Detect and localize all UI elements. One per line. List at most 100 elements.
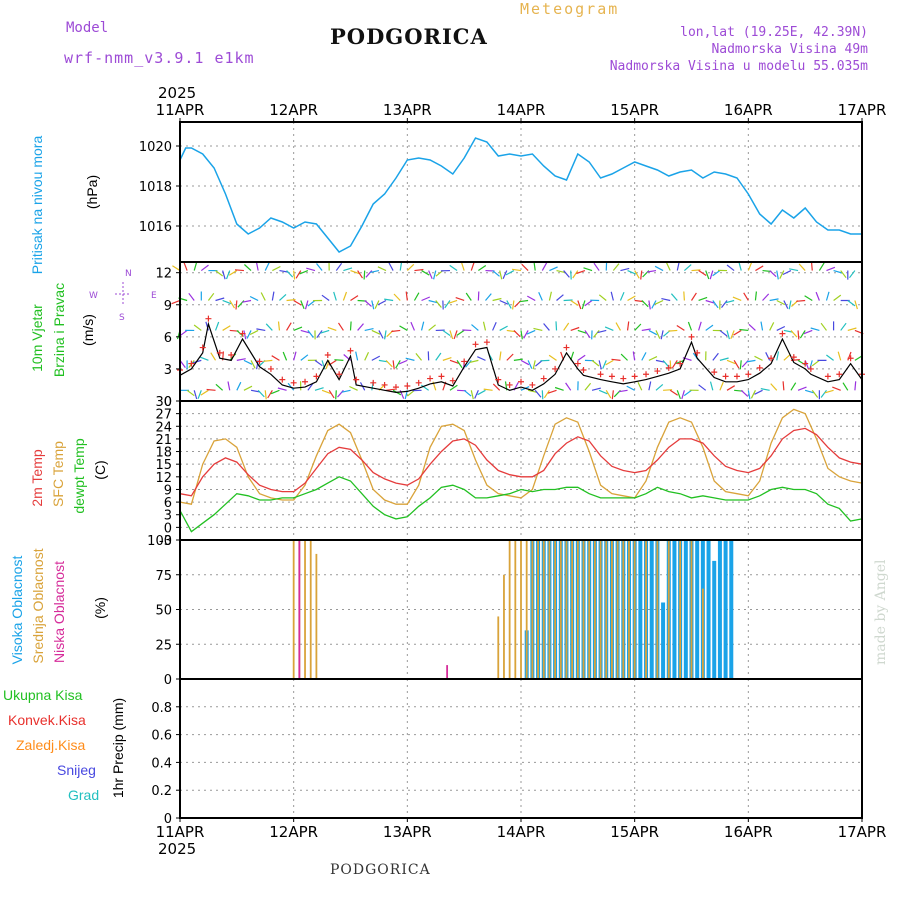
wind-barb [597, 329, 607, 334]
wind-barb [334, 359, 344, 361]
wind-barb [669, 389, 679, 396]
wind-barb [584, 330, 591, 339]
wind-barb [805, 389, 814, 394]
wind-barb [570, 299, 579, 306]
wind-barb [410, 321, 415, 331]
wind-barb [776, 299, 786, 306]
wind-barb [469, 359, 479, 363]
wind-barb [428, 270, 433, 280]
altitude-label: Nadmorska Visina 49m [711, 42, 868, 57]
wind-gust-marker [802, 360, 809, 367]
wind-barb [286, 322, 292, 331]
wind-barb [465, 292, 472, 301]
wind-barb [449, 264, 458, 272]
wind-barb [648, 381, 652, 391]
wind-barb [543, 323, 550, 331]
wind-barb [357, 270, 364, 279]
wind-barb [513, 330, 521, 338]
wind-gust-marker [381, 381, 388, 388]
x-tick-label-bottom: 14APR [497, 823, 546, 841]
wind-barb [499, 270, 503, 280]
y-tick-label: 1016 [139, 220, 172, 235]
wind-barb [776, 351, 780, 361]
wind-barb [235, 300, 238, 310]
wind-barb [770, 383, 778, 391]
wind-barb [776, 270, 779, 280]
wind-barb [576, 269, 586, 275]
wind-barb [572, 270, 579, 279]
wind-barb [739, 360, 742, 370]
y-tick-label: -3 [159, 534, 172, 549]
wind-barb [712, 300, 719, 309]
wind-barb [760, 321, 764, 331]
wind-barb [453, 330, 458, 340]
wind-barb [618, 389, 628, 393]
wind-barb [726, 264, 735, 272]
wind-barb [449, 384, 458, 391]
wind-barb [798, 263, 806, 271]
wind-barb [655, 359, 665, 363]
temp2m-line [179, 427, 863, 497]
wind-barb [598, 360, 602, 370]
wind-barb [229, 300, 236, 309]
y-tick-label: 18 [155, 446, 172, 461]
wind-barb [388, 262, 394, 271]
wind-barb [215, 297, 225, 302]
wind-barb [826, 266, 836, 272]
wind-barb [478, 265, 487, 272]
wind-gust-marker [205, 315, 212, 322]
wind-barb [732, 296, 742, 302]
wind-barb [637, 381, 643, 391]
wind-barb [449, 359, 459, 364]
wind-gust-marker [654, 368, 661, 375]
wind-gust-marker [370, 379, 377, 386]
wind-barb [534, 389, 542, 398]
wind-barb [499, 325, 508, 331]
wind-barb [683, 389, 692, 397]
wind-barb [754, 291, 757, 301]
wind-barb [171, 299, 181, 305]
wind-barb [655, 330, 661, 339]
wind-barb [527, 295, 536, 302]
wind-barb [765, 352, 771, 361]
wind-barb [172, 265, 181, 272]
wind-barb [272, 265, 281, 272]
wind-barb [743, 292, 749, 301]
wind-barb [433, 270, 437, 280]
wind-barb [570, 326, 580, 331]
wind-barb [477, 389, 486, 396]
wind-barb [316, 263, 323, 271]
wind-gust-marker [483, 339, 490, 346]
wind-barb [482, 321, 487, 331]
wind-barb [392, 360, 395, 370]
wind-barb [769, 298, 779, 302]
wind-barb [593, 330, 600, 338]
wind-barb [449, 330, 454, 340]
wind-barb [683, 291, 685, 301]
wind-barb [719, 357, 729, 361]
wind-barb [738, 261, 742, 271]
wind-barb [521, 263, 529, 271]
wind-barb [242, 299, 252, 303]
y-tick-label: 75 [155, 569, 172, 584]
wind-barb [833, 294, 842, 301]
wind-barb [385, 359, 393, 368]
wind-barb [584, 300, 593, 307]
wind-barb [665, 262, 671, 271]
x-tick-label-bottom: 11APR [156, 823, 205, 841]
wind-barb [327, 326, 337, 331]
wind-barb [541, 262, 548, 271]
wind-barb [333, 291, 337, 301]
y-tick-label: 9 [164, 299, 172, 314]
wind-barb [193, 390, 198, 400]
wind-gust-marker [529, 381, 536, 388]
wind-barb [826, 354, 834, 361]
wind-barb [188, 292, 195, 301]
wind-barb [287, 382, 295, 391]
year-label-top: 2025 [158, 84, 196, 102]
wind-barb [250, 360, 256, 369]
wind-barb [214, 321, 220, 331]
wind-barb [820, 389, 827, 398]
wind-barb [815, 291, 820, 301]
wind-barb [648, 300, 651, 310]
